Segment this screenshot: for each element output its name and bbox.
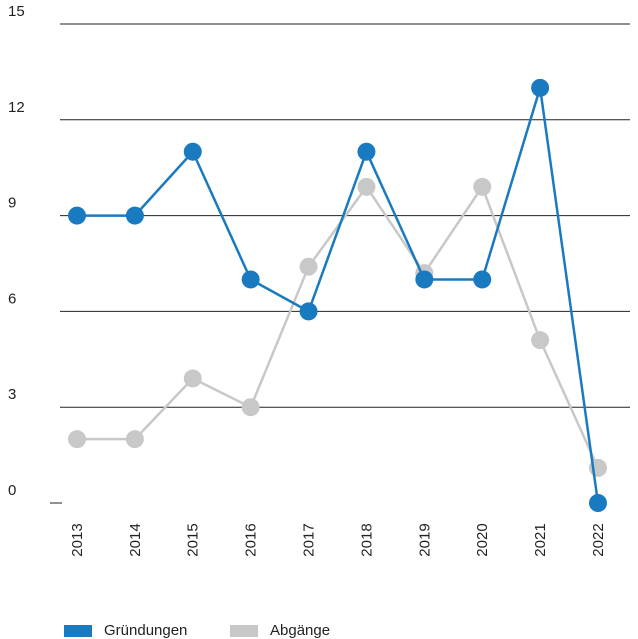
data-point xyxy=(589,494,607,512)
data-point xyxy=(357,177,376,196)
y-tick-label: 15 xyxy=(8,3,25,20)
data-point xyxy=(299,302,318,321)
legend-swatch xyxy=(64,625,92,637)
x-tick-label: 2016 xyxy=(243,523,260,556)
x-tick-label: 2014 xyxy=(127,523,144,556)
x-tick-label: 2022 xyxy=(590,523,607,556)
x-tick-label: 2018 xyxy=(358,523,375,556)
legend-label: Abgänge xyxy=(270,622,330,639)
data-point xyxy=(241,270,260,289)
data-point xyxy=(125,430,144,449)
data-point xyxy=(68,430,86,449)
y-tick-label: 6 xyxy=(8,290,16,307)
y-tick-label: 9 xyxy=(8,195,16,212)
data-point xyxy=(473,270,492,289)
data-point xyxy=(531,78,550,97)
y-tick-label: 12 xyxy=(8,99,25,116)
data-point xyxy=(125,206,144,225)
x-tick-label: 2020 xyxy=(474,523,491,556)
y-tick-label: 3 xyxy=(8,386,16,403)
data-point xyxy=(183,142,202,161)
series-line xyxy=(77,87,600,504)
data-point xyxy=(183,369,202,388)
data-point xyxy=(531,331,550,350)
data-point xyxy=(473,177,492,196)
series-line xyxy=(77,184,600,469)
x-tick-label: 2021 xyxy=(532,523,549,556)
x-tick-label: 2017 xyxy=(301,523,318,556)
data-point xyxy=(357,142,376,161)
data-point xyxy=(415,270,434,289)
data-point xyxy=(241,398,260,417)
data-point xyxy=(299,257,318,276)
legend-swatch xyxy=(230,625,258,637)
y-tick-label: 0 xyxy=(8,482,16,499)
x-tick-label: 2013 xyxy=(69,523,86,556)
x-tick-label: 2015 xyxy=(185,523,202,556)
legend-label: Gründungen xyxy=(104,622,187,639)
x-tick-label: 2019 xyxy=(416,523,433,556)
data-point xyxy=(68,206,86,225)
